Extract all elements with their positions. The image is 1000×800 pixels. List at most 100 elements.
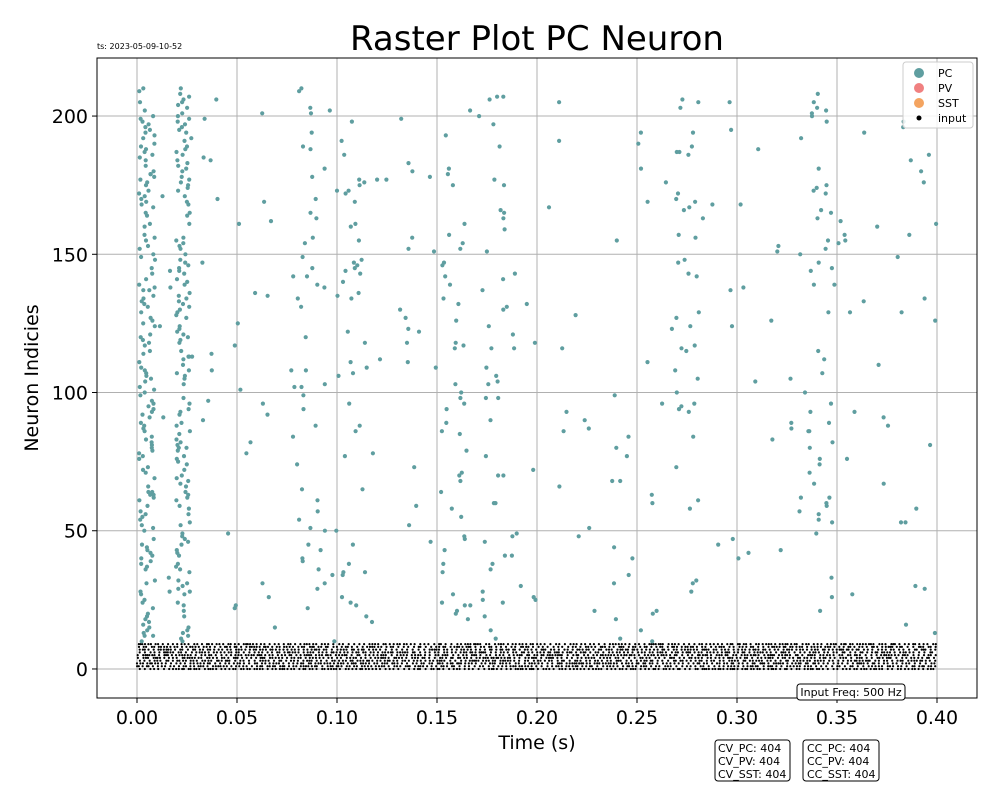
pc-spike-point — [184, 144, 190, 149]
input-spike-point — [516, 654, 519, 657]
input-spike-point — [863, 667, 866, 671]
input-spike-point — [504, 659, 507, 662]
input-spike-point — [535, 648, 538, 651]
input-spike-point — [540, 654, 543, 657]
input-spike-point — [467, 665, 471, 668]
input-spike-point — [273, 643, 276, 646]
input-spike-point — [258, 667, 261, 671]
x-axis-ticks: 0.00 0.05 0.10 0.15 0.20 0.25 0.30 0.35 0.40 — [116, 698, 958, 729]
input-spike-point — [193, 643, 196, 646]
input-spike-point — [154, 662, 157, 665]
pc-spike-point — [484, 365, 489, 370]
pc-spike-point — [186, 183, 191, 188]
input-spike-point — [463, 665, 466, 668]
pc-spike-point — [137, 191, 142, 196]
input-spike-point — [801, 648, 805, 651]
input-spike-point — [669, 662, 672, 665]
input-spike-point — [746, 667, 749, 671]
pc-spike-point — [501, 473, 506, 478]
input-spike-point — [829, 656, 832, 660]
input-spike-point — [633, 648, 636, 651]
input-spike-point — [624, 643, 627, 646]
input-spike-point — [861, 659, 864, 662]
input-spike-point — [437, 654, 440, 657]
input-spike-point — [645, 659, 648, 662]
pc-spike-point — [310, 174, 315, 179]
input-spike-point — [477, 667, 480, 671]
input-spike-point — [136, 654, 139, 657]
input-spike-point — [808, 651, 811, 654]
input-spike-point — [697, 651, 700, 654]
input-spike-point — [815, 665, 818, 668]
x-axis-label: Time (s) — [497, 732, 575, 754]
input-spike-point — [531, 651, 534, 654]
pc-spike-point — [493, 501, 498, 506]
input-spike-point — [599, 654, 603, 657]
input-spike-point — [191, 656, 194, 660]
input-spike-point — [635, 662, 638, 665]
input-spike-point — [836, 667, 839, 671]
input-spike-point — [824, 645, 827, 649]
input-spike-point — [730, 662, 733, 665]
input-spike-point — [182, 665, 185, 668]
input-spike-point — [471, 659, 474, 662]
input-spike-point — [136, 656, 139, 660]
input-spike-point — [292, 659, 296, 662]
input-spike-point — [253, 667, 256, 671]
input-spike-point — [204, 659, 207, 662]
input-spike-point — [798, 656, 802, 660]
input-spike-point — [608, 651, 611, 654]
input-spike-point — [648, 648, 652, 651]
input-spike-point — [278, 648, 281, 651]
input-spike-point — [450, 643, 453, 646]
pc-spike-point — [399, 116, 404, 121]
input-spike-point — [174, 654, 178, 657]
input-spike-point — [455, 667, 459, 671]
input-spike-point — [474, 662, 477, 665]
input-spike-point — [657, 667, 660, 671]
pc-spike-point — [490, 561, 495, 567]
input-spike-point — [757, 643, 760, 646]
pc-spike-point — [922, 296, 927, 301]
pc-spike-point — [181, 97, 186, 102]
input-spike-point — [310, 648, 313, 651]
input-spike-point — [915, 659, 918, 662]
input-spike-point — [416, 667, 420, 671]
input-spike-point — [620, 645, 623, 649]
input-spike-point — [439, 643, 442, 646]
input-spike-point — [867, 643, 871, 646]
pc-spike-point — [689, 144, 695, 149]
input-spike-point — [179, 648, 182, 651]
input-spike-point — [195, 659, 198, 662]
input-spike-point — [339, 648, 342, 651]
input-spike-point — [712, 643, 715, 646]
input-spike-point — [809, 667, 812, 671]
input-spike-point — [176, 659, 179, 662]
input-spike-point — [551, 665, 554, 668]
input-spike-point — [172, 665, 176, 668]
pc-spike-point — [179, 636, 184, 641]
input-spike-point — [608, 643, 612, 646]
input-spike-point — [822, 662, 825, 665]
pc-spike-point — [673, 368, 678, 373]
input-spike-point — [253, 651, 256, 654]
input-spike-point — [755, 659, 758, 662]
input-spike-point — [761, 662, 764, 665]
input-spike-point — [571, 665, 574, 668]
input-spike-point — [224, 667, 227, 671]
input-spike-point — [446, 651, 449, 654]
input-spike-point — [156, 656, 159, 660]
y-tick-label: 0 — [76, 659, 88, 681]
input-spike-point — [662, 654, 665, 657]
input-spike-point — [206, 665, 209, 668]
input-spike-point — [818, 656, 822, 660]
input-spike-point — [203, 651, 207, 654]
pc-spike-point — [815, 105, 820, 110]
input-spike-point — [604, 654, 607, 657]
input-spike-point — [417, 654, 420, 657]
input-spike-point — [335, 645, 338, 649]
input-spike-point — [305, 643, 308, 646]
input-spike-point — [822, 656, 825, 660]
input-spike-point — [782, 651, 785, 654]
input-spike-point — [475, 654, 478, 657]
